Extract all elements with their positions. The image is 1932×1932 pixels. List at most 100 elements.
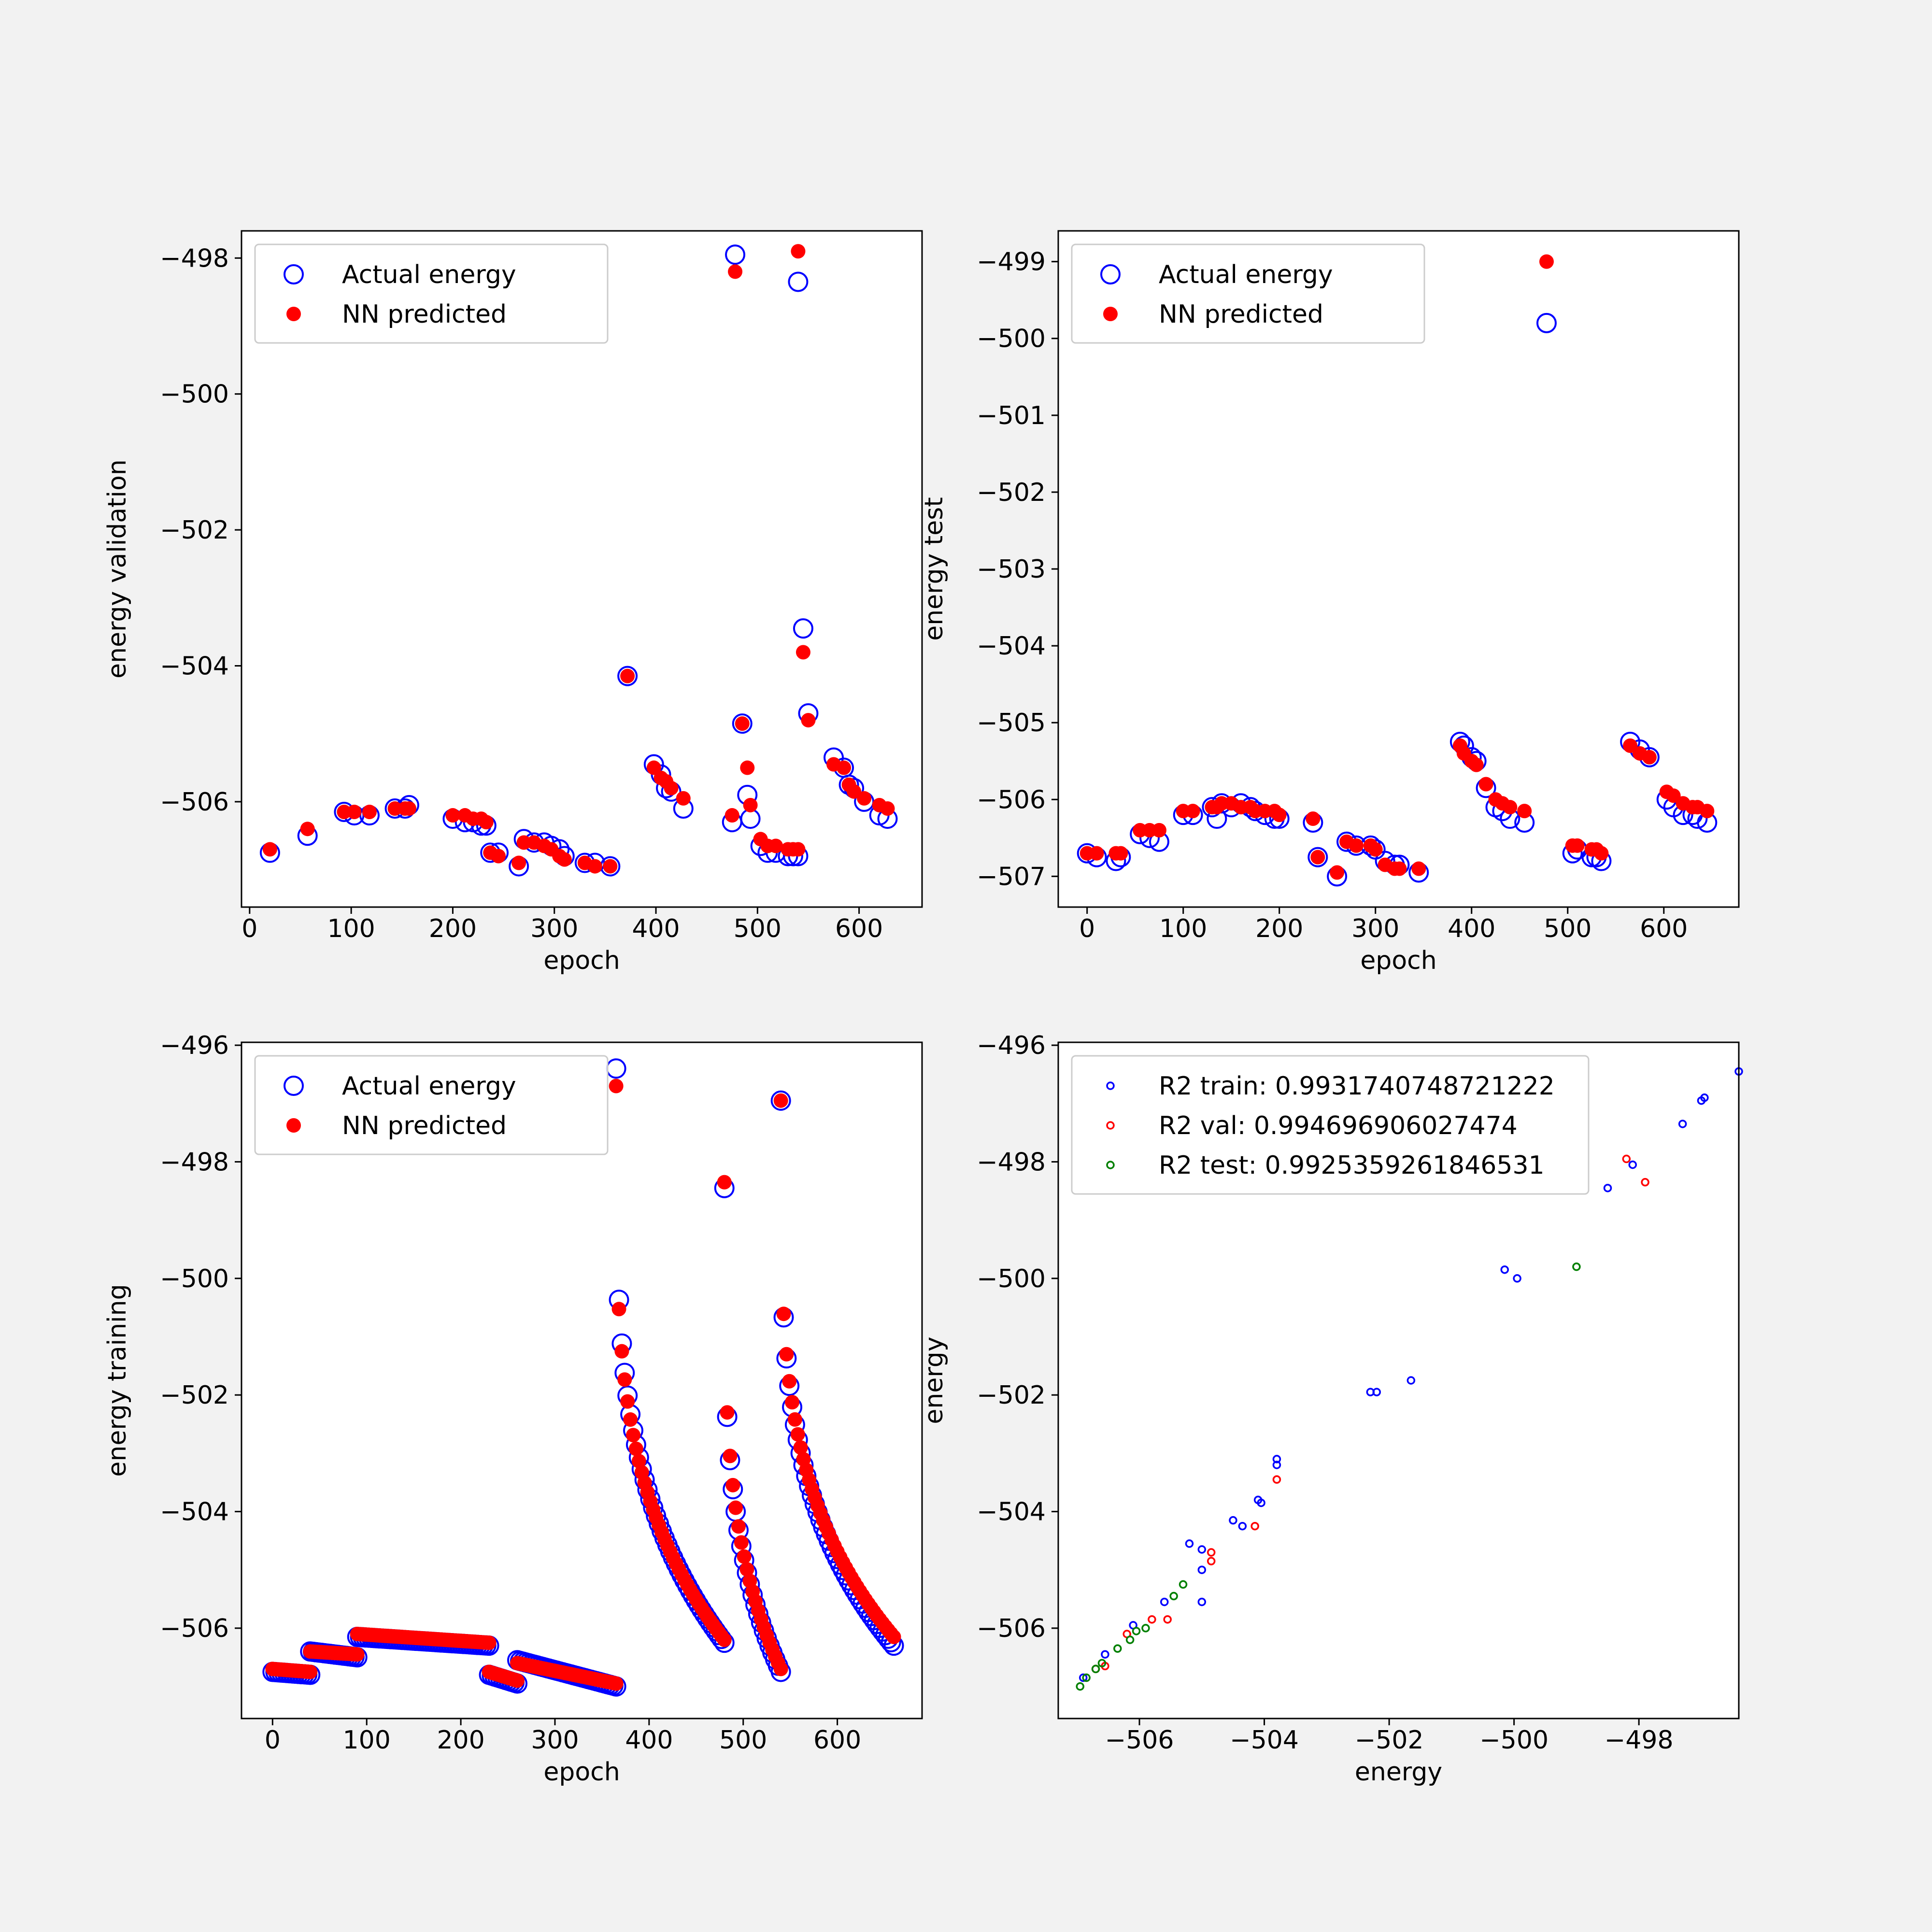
y-tick-label: −503 — [977, 555, 1046, 584]
nn-predicted-point — [720, 1405, 735, 1420]
y-tick-label: −496 — [977, 1031, 1046, 1060]
series-b-point — [735, 716, 750, 731]
series-c-point — [1572, 1262, 1581, 1271]
legend-marker — [284, 264, 304, 284]
y-tick-label: −498 — [160, 244, 229, 273]
x-tick-label: 200 — [1255, 914, 1303, 943]
series-b-point — [664, 781, 679, 796]
x-tick-label: 400 — [632, 914, 680, 943]
x-tick-label: −498 — [1605, 1726, 1674, 1755]
x-tick-label: 300 — [1351, 914, 1399, 943]
series-a-point — [1185, 1539, 1194, 1548]
y-tick-label: −506 — [160, 1614, 229, 1643]
legend-label: R2 val: 0.994696906027474 — [1159, 1111, 1518, 1140]
x-axis-label: epoch — [543, 1758, 620, 1787]
series-a-point — [1272, 1461, 1281, 1469]
y-tick-label: −502 — [160, 516, 229, 545]
series-b-point — [1330, 865, 1345, 880]
nn-predicted-point — [620, 1394, 635, 1409]
data-markers — [1077, 254, 1718, 887]
x-tick-label: 500 — [734, 914, 781, 943]
x-tick-label: 400 — [1448, 914, 1495, 943]
panel-test: 0 100 200 300 400 500 600 −499 −500 −501 −502 −503 −… — [920, 230, 1740, 975]
series-a-point — [1307, 847, 1328, 867]
series-c-point — [1125, 1635, 1135, 1644]
axes-frame — [241, 1041, 923, 1719]
nn-predicted-point — [728, 1500, 743, 1515]
nn-predicted-point — [787, 1412, 802, 1427]
series-b-point — [676, 791, 691, 806]
legend: Actual energy NN predicted — [254, 243, 609, 344]
series-b-point — [740, 760, 755, 775]
nn-predicted-point — [779, 1347, 794, 1362]
series-c-point — [1091, 1664, 1100, 1674]
series-b-point — [1163, 1615, 1172, 1624]
series-c-point — [1082, 1673, 1091, 1682]
nn-predicted-point — [717, 1633, 732, 1648]
series-b-point — [1478, 777, 1493, 792]
series-b-point — [743, 797, 758, 812]
series-b-point — [1272, 808, 1287, 823]
series-b-point — [1411, 861, 1426, 876]
x-tick-label: 200 — [429, 914, 477, 943]
series-c-point — [1141, 1624, 1150, 1633]
series-b-point — [620, 668, 635, 683]
legend-label: Actual energy — [1159, 260, 1333, 289]
x-axis-label: epoch — [543, 946, 620, 975]
y-tick-label: −502 — [160, 1381, 229, 1410]
nn-predicted-point — [614, 1344, 629, 1359]
x-tick-label: 100 — [327, 914, 375, 943]
series-a-point — [788, 271, 809, 292]
y-tick-label: −506 — [977, 1614, 1046, 1643]
series-b-point — [1306, 811, 1321, 826]
nn-predicted-point — [626, 1428, 641, 1443]
series-b-point — [728, 264, 743, 279]
nn-predicted-point — [739, 1562, 754, 1577]
x-tick-label: 100 — [343, 1726, 391, 1755]
x-tick-label: 0 — [1079, 914, 1095, 943]
y-tick-label: −506 — [977, 785, 1046, 814]
series-b-point — [724, 808, 739, 823]
x-tick-label: −504 — [1230, 1726, 1299, 1755]
series-b-point — [479, 815, 494, 830]
nn-predicted-point — [886, 1630, 901, 1645]
y-axis-label: energy — [920, 1336, 949, 1424]
x-tick-label: 300 — [530, 914, 578, 943]
series-a-point — [1372, 1388, 1381, 1396]
nn-predicted-point — [773, 1093, 788, 1108]
series-b-point — [1207, 1557, 1216, 1565]
legend-label: Actual energy — [342, 1072, 516, 1101]
x-tick-label: 100 — [1159, 914, 1207, 943]
series-b-point — [791, 244, 806, 259]
nn-predicted-point — [793, 1440, 808, 1455]
actual-energy-point — [770, 1090, 791, 1111]
series-b-point — [337, 805, 352, 820]
x-tick-label: 600 — [1640, 914, 1688, 943]
series-c-point — [1179, 1580, 1188, 1589]
legend: Actual energy NN predicted — [1071, 243, 1425, 344]
series-a-point — [732, 713, 753, 734]
nn-predicted-point — [510, 1673, 525, 1688]
panel-parity: −506 −504 −502 −500 −498 −496 −498 −500 −502 −504… — [920, 1031, 1743, 1787]
legend-marker — [286, 307, 301, 321]
series-b-point — [1392, 861, 1407, 876]
y-axis-label: energy test — [920, 497, 949, 641]
x-tick-label: 300 — [531, 1726, 579, 1755]
series-c-point — [1076, 1682, 1084, 1691]
series-b-point — [1503, 800, 1518, 815]
series-a-point — [1079, 1673, 1088, 1682]
y-tick-label: −502 — [977, 1381, 1046, 1410]
y-tick-label: −500 — [977, 325, 1046, 354]
nn-predicted-point — [773, 1662, 788, 1676]
series-b-point — [1272, 1475, 1281, 1484]
series-b-point — [603, 859, 618, 874]
nn-predicted-point — [623, 1412, 638, 1427]
series-b-point — [1207, 1548, 1216, 1557]
nn-predicted-point — [785, 1395, 800, 1410]
y-tick-label: −507 — [977, 862, 1046, 891]
series-a-point — [1197, 1565, 1207, 1574]
y-tick-label: −500 — [977, 1264, 1046, 1293]
nn-predicted-point — [611, 1302, 626, 1317]
y-tick-label: −496 — [160, 1031, 229, 1060]
legend-box — [1071, 243, 1425, 344]
